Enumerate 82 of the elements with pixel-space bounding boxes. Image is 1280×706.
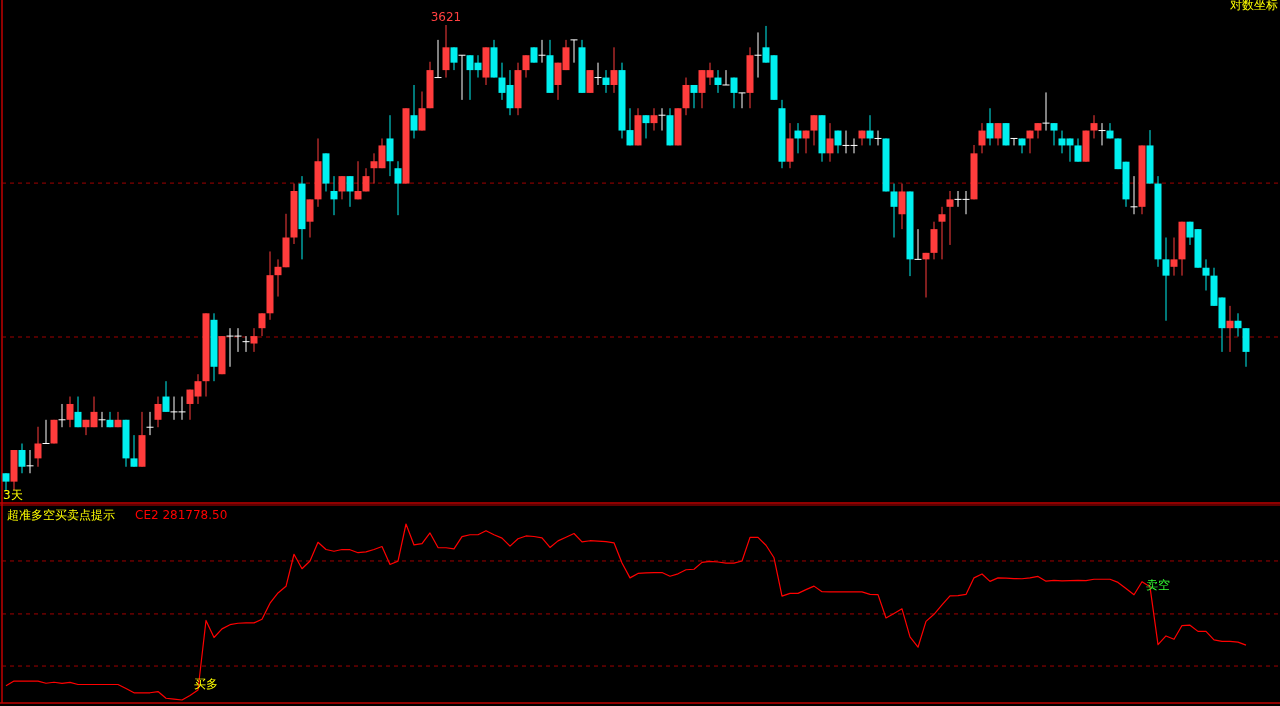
candlestick (146, 411, 154, 436)
chart-subtitle: CE2 281778.50 (135, 508, 228, 522)
candlestick (1226, 305, 1234, 353)
candlestick (34, 426, 42, 468)
candlestick (1242, 327, 1250, 368)
candlestick (450, 46, 458, 71)
annotation: 3天 (3, 488, 23, 502)
candlestick (18, 443, 26, 474)
candlestick (810, 114, 818, 146)
candlestick (354, 160, 362, 200)
candlestick (786, 122, 794, 169)
candlestick (338, 175, 346, 200)
annotation: 卖空 (1146, 578, 1170, 592)
candlestick (258, 312, 266, 337)
candlestick (946, 190, 954, 246)
candlestick (722, 69, 730, 86)
candlestick (2, 472, 10, 491)
candlestick (914, 228, 922, 260)
candlestick (1074, 137, 1082, 163)
candlestick (1042, 91, 1050, 132)
candlestick (42, 419, 50, 444)
candlestick (994, 122, 1002, 146)
candlestick (730, 77, 738, 109)
candlestick (1050, 122, 1058, 146)
candlestick (274, 258, 282, 298)
candlestick (442, 24, 450, 79)
candlestick (1162, 237, 1170, 322)
candlestick (130, 434, 138, 468)
candlestick (874, 130, 882, 146)
candlestick (586, 69, 594, 94)
candlestick (738, 92, 746, 109)
candlestick (538, 39, 546, 64)
candlestick (434, 39, 442, 79)
candlestick (754, 31, 762, 79)
text: 3621 (430, 10, 462, 24)
candlestick (74, 396, 82, 428)
candlestick (114, 411, 122, 428)
candlestick (682, 77, 690, 116)
candlestick (986, 107, 994, 146)
candlestick (602, 69, 610, 94)
candlestick (306, 198, 314, 239)
candlestick (162, 380, 170, 413)
candlestick (418, 91, 426, 132)
candlestick (642, 114, 650, 139)
candlestick (522, 54, 530, 79)
candlestick (594, 62, 602, 86)
candlestick (1234, 312, 1242, 338)
candlestick (242, 335, 250, 353)
candlestick (1130, 175, 1138, 215)
candlestick (66, 396, 74, 428)
candlestick (58, 403, 66, 428)
candlestick (826, 122, 834, 163)
candlestick (386, 114, 394, 177)
candlestick (922, 252, 930, 298)
candlestick (458, 54, 466, 101)
candlestick (650, 107, 658, 132)
candlestick (26, 449, 34, 474)
candlestick (610, 46, 618, 94)
candlestick (330, 175, 338, 216)
candlestick (98, 411, 106, 428)
chart-title: 超准多空买卖点提示 (7, 508, 115, 522)
candlestick (346, 175, 354, 208)
candlestick (1170, 237, 1178, 277)
candlestick (890, 183, 898, 239)
candlestick (898, 183, 906, 230)
candlestick (250, 327, 258, 353)
candlestick (1018, 137, 1026, 154)
candlestick (714, 69, 722, 94)
candlestick (978, 122, 986, 154)
candlestick (1034, 122, 1042, 139)
candlestick (394, 160, 402, 216)
candlestick (1010, 137, 1018, 146)
candlestick (106, 411, 114, 428)
candlestick (938, 206, 946, 260)
candlestick (410, 84, 418, 139)
candlestick (1202, 258, 1210, 292)
candlestick (154, 396, 162, 428)
candlestick (1098, 122, 1106, 146)
candlestick (930, 221, 938, 260)
candlestick (658, 107, 666, 132)
candlestick (570, 39, 578, 64)
candlestick (1090, 114, 1098, 139)
